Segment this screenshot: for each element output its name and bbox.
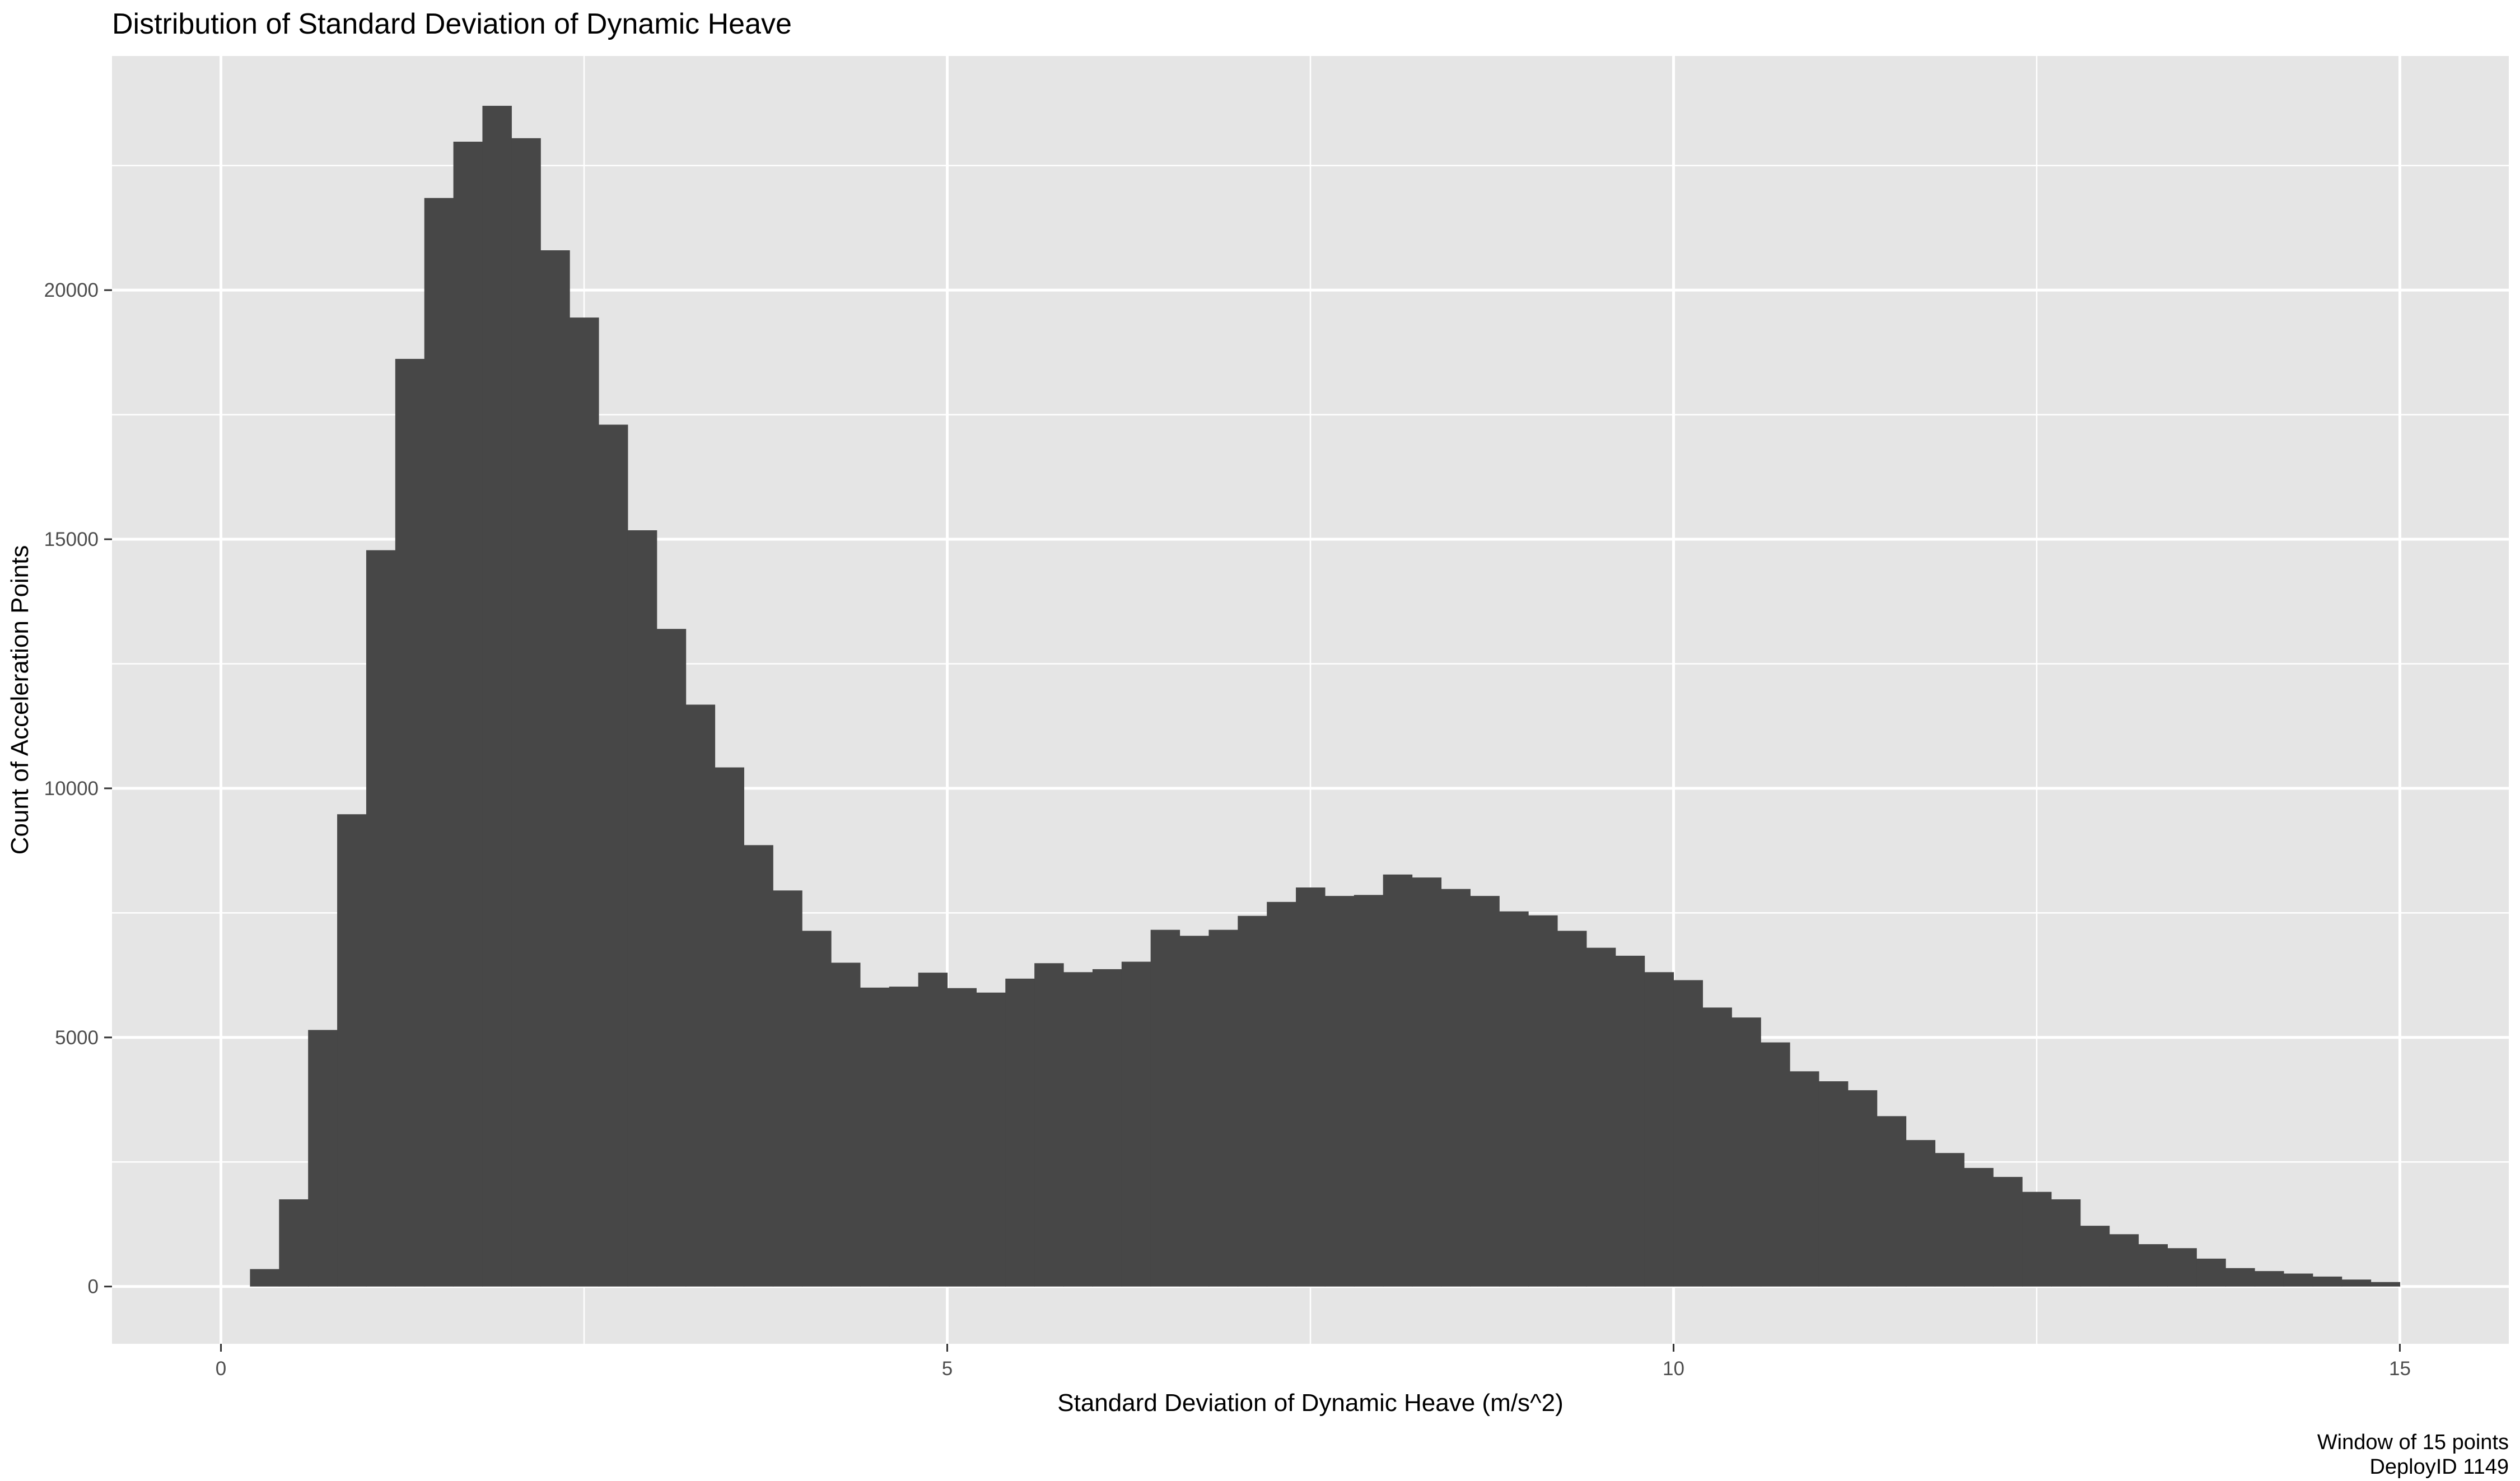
histogram-bar [395, 358, 425, 1287]
histogram-bar [1296, 887, 1326, 1287]
histogram-bar [773, 890, 802, 1287]
histogram-bar [1790, 1071, 1819, 1287]
histogram-bar [511, 138, 541, 1287]
histogram-bar [1063, 972, 1093, 1287]
x-axis-title: Standard Deviation of Dynamic Heave (m/s… [1057, 1389, 1563, 1417]
histogram-bar [656, 629, 687, 1287]
histogram-bar [337, 814, 367, 1287]
histogram-bar [1818, 1081, 1849, 1287]
histogram-bar [482, 105, 512, 1287]
y-tick-label: 15000 [44, 529, 99, 550]
histogram-bar [1732, 1017, 1761, 1287]
histogram-bar [1557, 931, 1587, 1287]
y-tick-label: 0 [88, 1276, 99, 1298]
histogram-bar [1906, 1140, 1935, 1287]
y-tick-label: 10000 [44, 778, 99, 800]
x-tick-label: 10 [1663, 1358, 1684, 1380]
histogram-bar [540, 250, 570, 1287]
y-tick-label: 20000 [44, 279, 99, 301]
histogram-bar [2370, 1282, 2401, 1287]
caption-line-deploy: DeployID 1149 [2369, 1455, 2509, 1478]
histogram-bar [947, 988, 977, 1287]
y-axis-title: Count of Acceleration Points [6, 545, 34, 855]
histogram-bar [1092, 969, 1122, 1287]
histogram-bar [1847, 1090, 1878, 1287]
histogram-bar [250, 1269, 279, 1287]
histogram-bar [2109, 1234, 2139, 1287]
histogram-bar [1412, 877, 1442, 1287]
histogram-bar [802, 931, 832, 1287]
histogram-bar [976, 992, 1006, 1287]
histogram-bar [627, 530, 657, 1287]
histogram-bar [2080, 1226, 2110, 1287]
y-axis: 0 5000 10000 15000 20000 [44, 279, 112, 1298]
histogram-bar [2341, 1279, 2372, 1287]
histogram-bar [2022, 1192, 2052, 1287]
histogram-bar [1121, 961, 1151, 1287]
histogram-bar [1324, 896, 1355, 1287]
histogram-bar [366, 550, 396, 1287]
histogram-bar [1470, 896, 1500, 1287]
histogram-bar [453, 142, 483, 1287]
histogram-bar [279, 1199, 309, 1287]
x-tick-label: 15 [2389, 1358, 2411, 1380]
histogram-bar [2312, 1276, 2342, 1287]
histogram-bar [831, 963, 861, 1287]
caption-line-window: Window of 15 points [2317, 1431, 2509, 1454]
x-tick-label: 0 [216, 1358, 226, 1380]
x-tick-label: 5 [942, 1358, 953, 1380]
histogram-bar [2167, 1248, 2197, 1287]
histogram-bar [1034, 963, 1064, 1287]
histogram-bar [2051, 1199, 2081, 1287]
histogram-bar [744, 845, 773, 1287]
histogram-bar [570, 317, 599, 1287]
histogram-bar [1267, 901, 1296, 1287]
histogram-bar [2283, 1273, 2313, 1287]
histogram-bar [715, 767, 744, 1287]
histogram-bar [1383, 874, 1413, 1287]
histogram-bar [1993, 1176, 2023, 1287]
histogram-bar [1644, 972, 1674, 1287]
histogram-bar [685, 704, 716, 1287]
histogram-bar [860, 987, 890, 1287]
bars [250, 105, 2401, 1287]
x-axis: 0 5 10 15 [216, 1344, 2411, 1380]
histogram-bar [2138, 1244, 2168, 1287]
histogram-bar [598, 424, 628, 1287]
histogram-bar [889, 987, 919, 1287]
histogram-bar [1702, 1007, 1732, 1287]
histogram-bar [1179, 936, 1210, 1287]
histogram-bar [1673, 980, 1703, 1287]
histogram-bar [1354, 895, 1384, 1287]
histogram-bar [1238, 915, 1267, 1287]
histogram-bar [1208, 929, 1238, 1287]
histogram-bar [1005, 978, 1035, 1287]
chart-title: Distribution of Standard Deviation of Dy… [112, 8, 792, 40]
histogram-bar [2225, 1268, 2255, 1287]
histogram-bar [2196, 1258, 2226, 1287]
histogram-bar [1586, 947, 1616, 1287]
histogram-bar [424, 198, 454, 1287]
histogram-bar [308, 1030, 338, 1287]
histogram-bar [918, 973, 948, 1287]
histogram-bar [1441, 889, 1471, 1287]
histogram-bar [1615, 955, 1645, 1287]
histogram-bar [1528, 915, 1558, 1287]
histogram-bar [1150, 929, 1180, 1287]
histogram-bar [1877, 1116, 1907, 1287]
histogram-bar [1499, 911, 1529, 1287]
histogram-bar [1964, 1167, 1994, 1287]
histogram-bar [1935, 1153, 1964, 1287]
histogram-bar [2255, 1271, 2284, 1287]
histogram-bar [1761, 1042, 1790, 1287]
y-tick-label: 5000 [55, 1027, 99, 1049]
